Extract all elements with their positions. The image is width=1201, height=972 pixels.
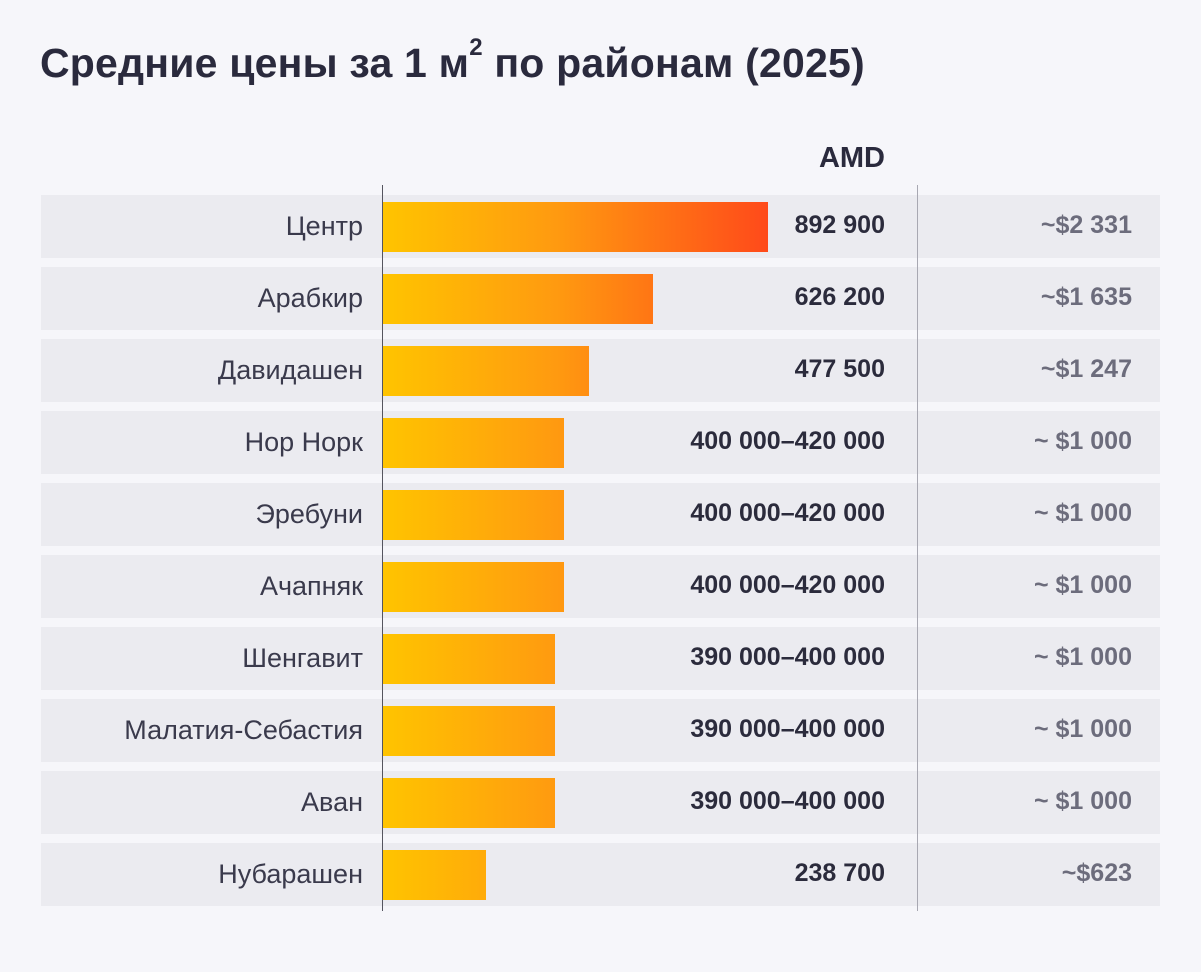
value-label: 626 200: [794, 283, 885, 311]
bar: [383, 850, 486, 900]
usd-label: ~ $1 000: [1033, 571, 1132, 599]
chart-row: Аван 390 000–400 000 ~ $1 000: [41, 771, 1160, 834]
bar: [383, 274, 653, 324]
bar: [383, 490, 565, 540]
usd-label: ~$2 331: [1040, 211, 1132, 239]
usd-label: ~ $1 000: [1033, 715, 1132, 743]
usd-label: ~ $1 000: [1033, 499, 1132, 527]
chart-row: Давидашен 477 500 ~$1 247: [41, 339, 1160, 402]
category-label: Нубарашен: [218, 859, 363, 889]
value-label: 400 000–420 000: [690, 499, 885, 527]
category-label: Шенгавит: [242, 643, 363, 673]
value-label: 238 700: [794, 859, 885, 887]
category-label: Арабкир: [257, 283, 363, 313]
category-label: Эребуни: [255, 499, 364, 529]
usd-label: ~$623: [1061, 859, 1132, 887]
value-label: 390 000–400 000: [690, 715, 885, 743]
usd-label: ~ $1 000: [1033, 427, 1132, 455]
value-label: 390 000–400 000: [690, 643, 885, 671]
category-label: Давидашен: [217, 355, 363, 385]
bar: [383, 346, 589, 396]
bar: [383, 778, 556, 828]
bar: [383, 202, 768, 252]
bar: [383, 634, 556, 684]
category-label: Центр: [285, 211, 363, 241]
usd-label: ~ $1 000: [1033, 643, 1132, 671]
chart-row: Арабкир 626 200 ~$1 635: [41, 267, 1160, 330]
value-label: 477 500: [794, 355, 885, 383]
chart-title: Средние цены за 1 м2 по районам (2025): [40, 34, 865, 87]
category-label: Нор Норк: [244, 427, 363, 457]
category-axis-line: [382, 185, 383, 911]
usd-label: ~ $1 000: [1033, 787, 1132, 815]
title-superscript: 2: [469, 34, 483, 61]
bar: [383, 418, 565, 468]
chart-row: Эребуни 400 000–420 000 ~ $1 000: [41, 483, 1160, 546]
value-label: 892 900: [794, 211, 885, 239]
chart-row: Ачапняк 400 000–420 000 ~ $1 000: [41, 555, 1160, 618]
usd-label: ~$1 247: [1040, 355, 1132, 383]
bar: [383, 706, 556, 756]
column-divider: [917, 185, 918, 911]
chart-row: Центр 892 900 ~$2 331: [41, 195, 1160, 258]
chart-row: Шенгавит 390 000–400 000 ~ $1 000: [41, 627, 1160, 690]
category-label: Ачапняк: [259, 571, 363, 601]
value-label: 400 000–420 000: [690, 571, 885, 599]
title-text: Средние цены за 1 м: [40, 40, 470, 86]
column-header-amd: AMD: [818, 142, 885, 174]
title-text-rest: по районам (2025): [482, 40, 865, 86]
usd-label: ~$1 635: [1040, 283, 1132, 311]
chart-row: Нубарашен 238 700 ~$623: [41, 843, 1160, 906]
chart-row: Нор Норк 400 000–420 000 ~ $1 000: [41, 411, 1160, 474]
chart-row: Малатия-Себастия 390 000–400 000 ~ $1 000: [41, 699, 1160, 762]
value-label: 400 000–420 000: [690, 427, 885, 455]
value-label: 390 000–400 000: [690, 787, 885, 815]
category-label: Аван: [301, 787, 363, 817]
bar: [383, 562, 565, 612]
category-label: Малатия-Себастия: [124, 715, 363, 745]
